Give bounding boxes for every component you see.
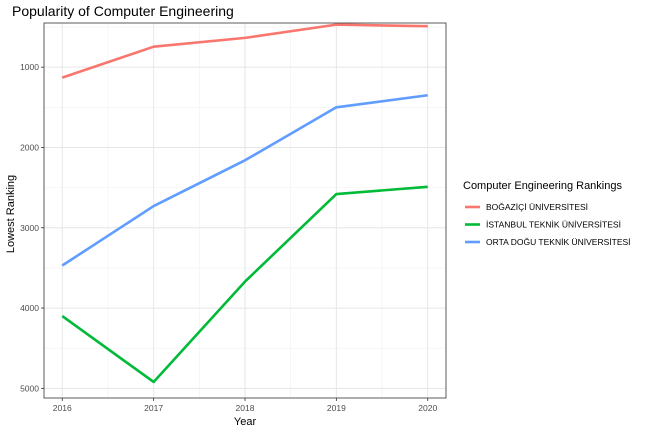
series-line-3: [61, 93, 428, 267]
y-tick-label: 2000: [20, 142, 39, 152]
x-tick-label: 2018: [236, 403, 255, 413]
y-tick-label: 4000: [20, 303, 39, 313]
series-line-2: [61, 185, 428, 384]
y-tick-label: 1000: [20, 62, 39, 72]
legend-label-3: ORTA DOĞU TEKNİK ÜNİVERSİTESİ: [486, 237, 631, 247]
plot-area: 1000 2000 3000 4000 5000 2016 2017 2018 2019 2020: [20, 22, 447, 413]
y-tick-label: 5000: [20, 383, 39, 393]
x-tick-label: 2020: [418, 403, 437, 413]
legend-label-1: BOĞAZİÇİ ÜNİVERSİTESİ: [486, 202, 588, 212]
y-axis-title: Lowest Ranking: [5, 175, 17, 253]
x-tick-label: 2016: [53, 403, 72, 413]
y-tick-label: 3000: [20, 223, 39, 233]
legend-label-2: İSTANBUL TEKNİK ÜNİVERSİTESİ: [486, 220, 621, 230]
x-tick-label: 2019: [327, 403, 346, 413]
chart-title: Popularity of Computer Engineering: [12, 3, 234, 19]
series-line-1: [61, 23, 428, 79]
legend: Computer Engineering Rankings BOĞAZİÇİ Ü…: [463, 180, 631, 247]
x-axis-title: Year: [234, 416, 257, 428]
x-tick-label: 2017: [144, 403, 163, 413]
legend-title: Computer Engineering Rankings: [463, 180, 622, 192]
